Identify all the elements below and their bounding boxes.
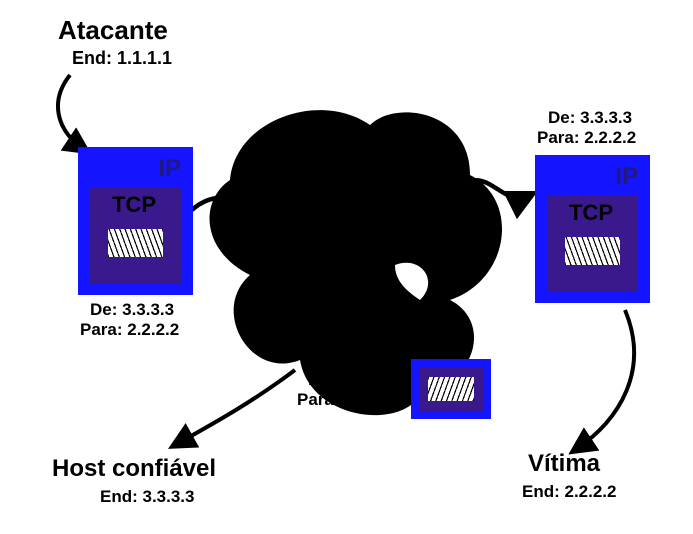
right-packet-tcp-box: TCP — [547, 195, 638, 291]
left-packet-de: De: 3.3.3.3 — [90, 300, 174, 320]
right-packet-ip-box: IP TCP — [535, 155, 650, 303]
left-ip-label: IP — [158, 155, 181, 183]
trusted-sub: End: 3.3.3.3 — [100, 487, 194, 507]
reply-packet-ip-box — [411, 359, 491, 419]
attacker-title: Atacante — [58, 15, 168, 46]
hatch-icon — [108, 229, 163, 257]
hatch-icon — [428, 377, 474, 401]
victim-sub: End: 2.2.2.2 — [522, 482, 616, 502]
reply-packet-para: Para: 3.3.3.3 — [297, 390, 396, 410]
trusted-title: Host confiável — [52, 455, 216, 483]
reply-packet-de: De: 2.2.2.2 — [308, 370, 392, 390]
left-packet-para: Para: 2.2.2.2 — [80, 320, 179, 340]
right-data-box — [565, 237, 620, 265]
left-packet-ip-box: IP TCP — [78, 147, 193, 295]
left-tcp-label: TCP — [112, 192, 156, 218]
right-packet-de: De: 3.3.3.3 — [548, 108, 632, 128]
reply-packet-tcp-box — [419, 367, 483, 411]
right-tcp-label: TCP — [569, 200, 613, 226]
attacker-sub: End: 1.1.1.1 — [72, 48, 172, 69]
left-data-box — [108, 229, 163, 257]
right-packet-para: Para: 2.2.2.2 — [537, 128, 636, 148]
hatch-icon — [565, 237, 620, 265]
right-ip-label: IP — [615, 163, 638, 191]
victim-title: Vítima — [528, 450, 600, 478]
left-packet-tcp-box: TCP — [90, 187, 181, 283]
reply-data-box — [428, 377, 474, 401]
